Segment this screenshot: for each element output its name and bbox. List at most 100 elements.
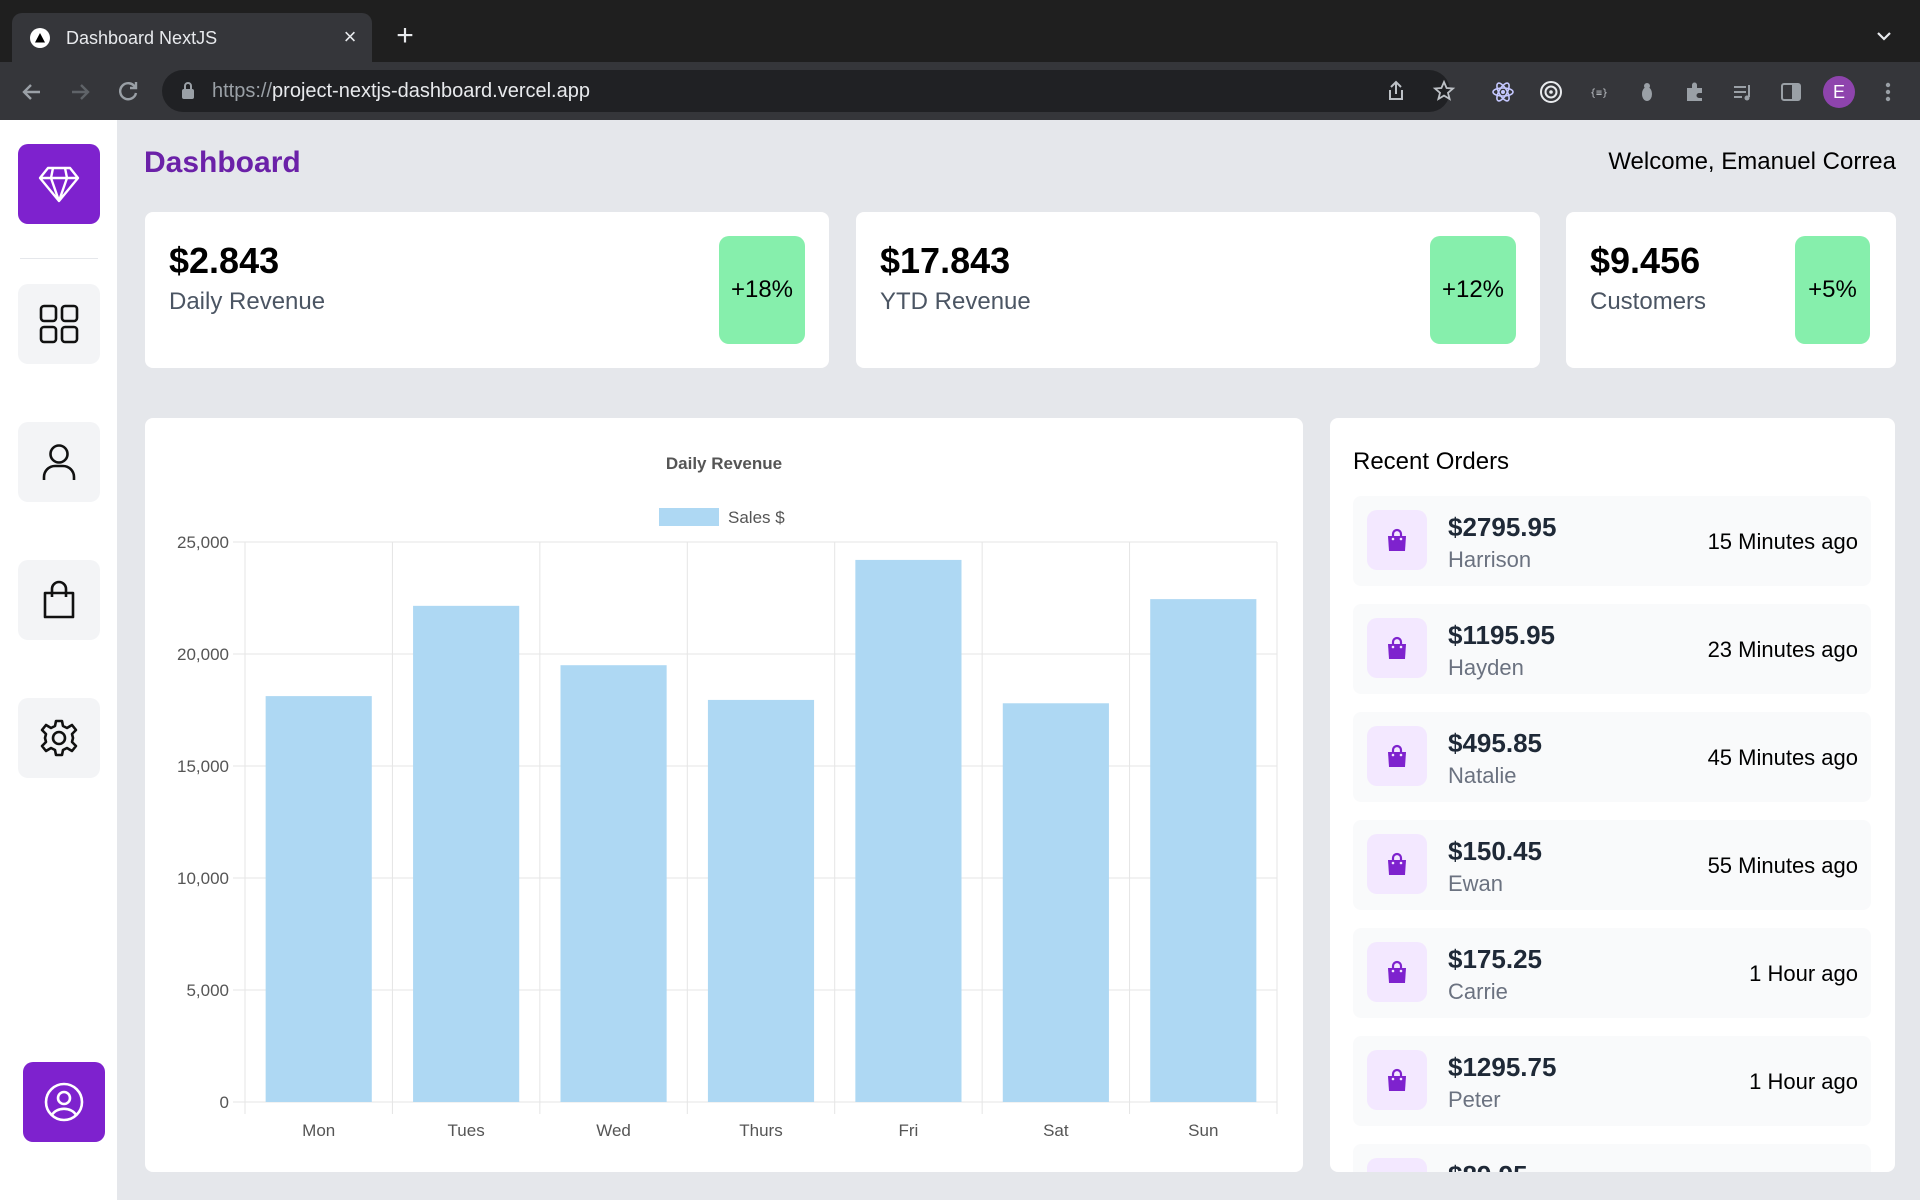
order-bag-icon: [1367, 942, 1427, 1002]
x-tick-label: Thurs: [739, 1121, 782, 1140]
order-customer-name: Peter: [1448, 1087, 1501, 1112]
nextjs-favicon-icon: [30, 28, 50, 48]
new-tab-button[interactable]: +: [396, 19, 414, 52]
bug-extension-icon[interactable]: [1634, 79, 1660, 105]
browser-tab-strip: Dashboard NextJS × +: [0, 0, 1920, 63]
order-amount: $175.25: [1448, 944, 1542, 974]
order-time: 1 Hour ago: [1749, 961, 1858, 986]
sidebar-item-dashboard[interactable]: [18, 284, 100, 364]
diamond-icon: [38, 166, 80, 203]
order-amount: $495.85: [1448, 728, 1542, 758]
target-extension-icon[interactable]: [1538, 79, 1564, 105]
legend-label[interactable]: Sales $: [728, 508, 785, 527]
y-tick-label: 0: [220, 1093, 229, 1112]
tab-title: Dashboard NextJS: [66, 28, 218, 48]
order-time: 45 Minutes ago: [1707, 745, 1858, 770]
bar-fri[interactable]: [855, 559, 962, 1102]
url-text[interactable]: https://project-nextjs-dashboard.vercel.…: [212, 80, 590, 102]
order-time: 23 Minutes ago: [1707, 637, 1858, 662]
order-time: 55 Minutes ago: [1707, 853, 1858, 878]
bar-wed[interactable]: [560, 665, 667, 1102]
order-bag-icon: [1367, 834, 1427, 894]
logo-button[interactable]: [18, 144, 100, 224]
profile-avatar[interactable]: E: [1823, 76, 1855, 108]
bar-sun[interactable]: [1150, 599, 1257, 1102]
user-icon: [42, 444, 76, 480]
bar-thurs[interactable]: [707, 699, 815, 1102]
order-bag-icon: [1367, 510, 1427, 570]
more-menu-icon[interactable]: [1878, 80, 1898, 104]
app-content: Dashboard Welcome, Emanuel Correa $2.843…: [0, 120, 1920, 1200]
sidebar-item-customers[interactable]: [18, 422, 100, 502]
order-row[interactable]: $1195.95 Hayden 23 Minutes ago: [1353, 604, 1871, 694]
order-row[interactable]: $150.45 Ewan 55 Minutes ago: [1353, 820, 1871, 910]
browser-tab[interactable]: Dashboard NextJS ×: [12, 13, 372, 63]
stat-label: Daily Revenue: [169, 288, 326, 315]
order-amount: $1295.75: [1448, 1052, 1557, 1082]
recent-orders-title: Recent Orders: [1353, 448, 1510, 475]
reading-list-icon[interactable]: [1730, 79, 1756, 105]
x-tick-label: Mon: [302, 1121, 335, 1140]
bar-tues[interactable]: [413, 605, 520, 1102]
stat-value: $2.843: [169, 240, 280, 281]
order-row[interactable]: $1295.75 Peter 1 Hour ago: [1353, 1036, 1871, 1126]
order-amount: $1195.95: [1448, 620, 1556, 650]
json-extension-icon[interactable]: {≡}: [1586, 79, 1612, 105]
page-title: Dashboard: [144, 146, 301, 179]
order-time: 15 Minutes ago: [1707, 529, 1858, 554]
y-tick-label: 20,000: [177, 645, 229, 664]
tab-search-chevron-icon[interactable]: [1874, 26, 1894, 46]
lock-icon[interactable]: [180, 81, 196, 101]
order-row[interactable]: $2795.95 Harrison 15 Minutes ago: [1353, 496, 1871, 586]
order-amount: $150.45: [1448, 836, 1542, 866]
extensions-puzzle-icon[interactable]: [1682, 79, 1708, 105]
svg-text:{≡}: {≡}: [1590, 88, 1608, 99]
welcome-text: Welcome, Emanuel Correa: [1608, 148, 1896, 175]
reload-icon[interactable]: [114, 78, 142, 106]
y-tick-label: 10,000: [177, 869, 229, 888]
order-row[interactable]: $495.85 Natalie 45 Minutes ago: [1353, 712, 1871, 802]
sidebar-item-settings[interactable]: [18, 698, 100, 778]
legend-swatch[interactable]: [659, 508, 719, 526]
stat-change-badge: +18%: [719, 236, 805, 344]
order-customer-name: Harrison: [1448, 547, 1532, 572]
grid-icon: [39, 304, 79, 344]
y-tick-label: 5,000: [186, 981, 229, 1000]
profile-button[interactable]: [23, 1062, 105, 1142]
order-amount: $89.95: [1448, 1160, 1528, 1172]
bar-mon[interactable]: [265, 696, 372, 1102]
stat-card-customers: $9.456 Customers +5%: [1566, 212, 1896, 368]
sidebar-item-orders[interactable]: [18, 560, 100, 640]
bar-sat[interactable]: [1002, 703, 1109, 1102]
y-tick-label: 25,000: [177, 533, 229, 552]
tab-close-icon[interactable]: ×: [343, 24, 357, 49]
user-circle-icon: [44, 1082, 84, 1122]
browser-toolbar: https://project-nextjs-dashboard.vercel.…: [0, 62, 1920, 120]
back-arrow-icon[interactable]: [18, 78, 46, 106]
sidebar-divider: [20, 258, 98, 259]
react-devtools-icon[interactable]: [1490, 79, 1516, 105]
forward-arrow-icon[interactable]: [66, 78, 94, 106]
x-tick-label: Wed: [596, 1121, 631, 1140]
stat-label: Customers: [1590, 288, 1707, 315]
order-bag-icon: [1367, 1158, 1427, 1172]
order-time: 1 Hour ago: [1749, 1069, 1858, 1094]
x-tick-label: Sat: [1043, 1121, 1069, 1140]
stat-card-daily-revenue: $2.843 Daily Revenue +18%: [145, 212, 829, 368]
stat-label: YTD Revenue: [880, 288, 1031, 315]
shopping-bag-icon: [43, 580, 75, 619]
order-amount: $2795.95: [1448, 512, 1557, 542]
side-panel-icon[interactable]: [1778, 79, 1804, 105]
address-bar[interactable]: https://project-nextjs-dashboard.vercel.…: [162, 70, 1456, 112]
order-customer-name: Hayden: [1448, 655, 1524, 680]
order-bag-icon: [1367, 618, 1427, 678]
share-icon[interactable]: [1384, 79, 1408, 103]
stat-value: $9.456: [1590, 240, 1701, 281]
daily-revenue-bar-chart: Daily Revenue Sales $ 0 5,000 10,000 15,000 20…: [177, 454, 1278, 1140]
order-row[interactable]: $175.25 Carrie 1 Hour ago: [1353, 928, 1871, 1018]
bookmark-star-icon[interactable]: [1432, 79, 1456, 103]
order-row[interactable]: $89.95: [1353, 1144, 1871, 1172]
x-tick-label: Fri: [899, 1121, 919, 1140]
stat-card-ytd-revenue: $17.843 YTD Revenue +12%: [856, 212, 1540, 368]
order-customer-name: Natalie: [1448, 763, 1517, 788]
